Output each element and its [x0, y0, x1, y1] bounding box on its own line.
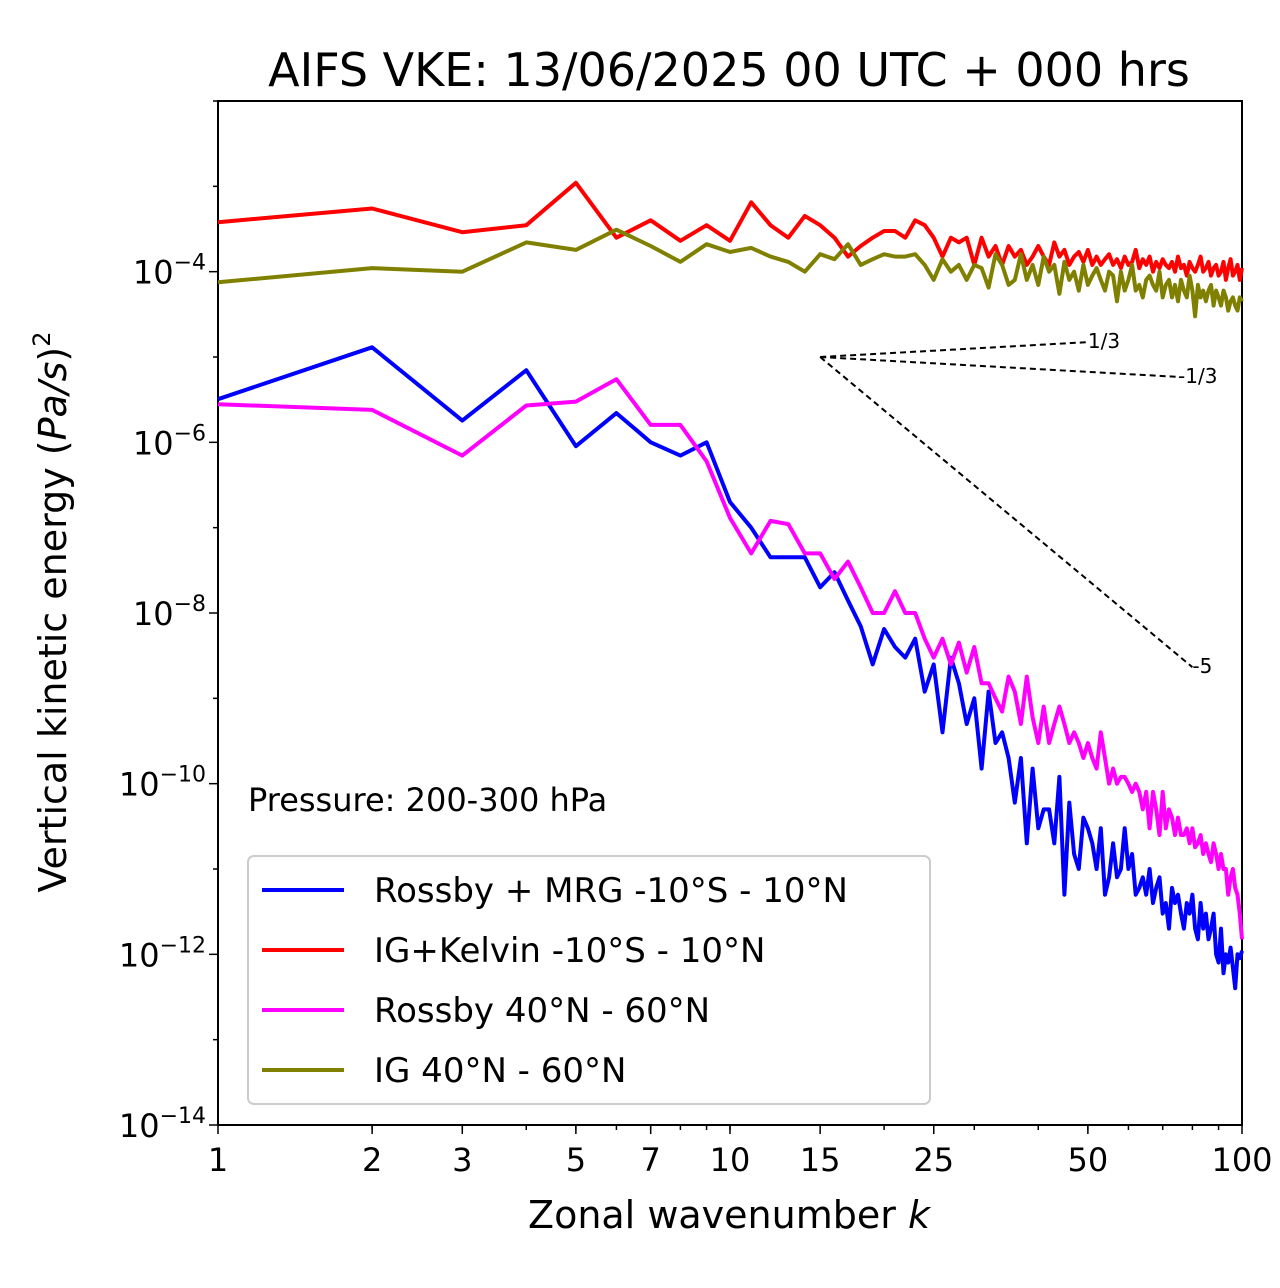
- y-tick-base: 10: [119, 936, 160, 974]
- y-tick-label: 10−14: [119, 1104, 206, 1145]
- y-axis-label: Vertical kinetic energy (Pa/s)2: [28, 331, 75, 892]
- y-tick-label: 10−6: [133, 421, 206, 462]
- plot-area: 1 2 3 5 7 10 15 25 50 100 10−1410−1210−1010−810−6…: [119, 100, 1273, 1179]
- legend-items: Rossby + MRG -10°S - 10°N IG+Kelvin -10°S…: [262, 871, 848, 1091]
- y-tick-exponent: −8: [174, 592, 206, 617]
- legend-label: IG 40°N - 60°N: [374, 1051, 626, 1091]
- y-tick-exponent: −4: [174, 251, 206, 276]
- y-tick-base: 10: [119, 1107, 160, 1145]
- y-tick-label: 10−4: [133, 251, 206, 292]
- series-line: [217, 180, 1244, 282]
- series-line: [217, 345, 1244, 991]
- reference-line: [819, 356, 1194, 668]
- legend-label: IG+Kelvin -10°S - 10°N: [374, 931, 765, 971]
- y-tick-exponent: −14: [160, 1104, 206, 1129]
- x-tick-label: 15: [800, 1141, 841, 1179]
- x-tick-label: 5: [566, 1141, 586, 1179]
- series-line: [217, 377, 1244, 940]
- y-tick-label: 10−10: [119, 763, 206, 804]
- y-tick-exponent: −12: [160, 933, 206, 958]
- reference-line-label: -5: [1192, 654, 1212, 678]
- x-tick-label: 10: [710, 1141, 751, 1179]
- x-tick-label: 2: [362, 1141, 382, 1179]
- reference-line-label: -1/3: [1178, 364, 1217, 388]
- y-tick-base: 10: [133, 424, 174, 462]
- y-tick-label: 10−8: [133, 592, 206, 633]
- legend-frame: [247, 855, 931, 1105]
- x-tick-label: 1: [208, 1141, 228, 1179]
- x-tick-label: 50: [1068, 1141, 1109, 1179]
- chart-title: AIFS VKE: 13/06/2025 00 UTC + 000 hrs: [268, 43, 1190, 97]
- x-tick-label: 25: [913, 1141, 954, 1179]
- y-tick-exponent: −10: [160, 763, 206, 788]
- x-axis-ticks: 1 2 3 5 7 10 15 25 50 100: [208, 1125, 1273, 1179]
- series-line: [217, 227, 1244, 319]
- x-axis-label: Zonal wavenumber k: [528, 1193, 932, 1237]
- legend-label: Rossby + MRG -10°S - 10°N: [374, 871, 848, 911]
- y-tick-label: 10−12: [119, 933, 206, 974]
- y-axis-label-close: ): [31, 347, 75, 362]
- reference-slope-lines: 1/3 -1/3 -5: [819, 329, 1217, 678]
- legend-label: Rossby 40°N - 60°N: [374, 991, 710, 1031]
- x-tick-label: 3: [452, 1141, 472, 1179]
- legend: Rossby + MRG -10°S - 10°N IG+Kelvin -10°S…: [247, 855, 931, 1105]
- x-tick-label: 7: [641, 1141, 661, 1179]
- x-axis-label-variable: k: [908, 1193, 932, 1237]
- y-axis-label-text: Vertical kinetic energy (: [31, 440, 75, 892]
- y-axis-label-exponent: 2: [28, 331, 56, 346]
- y-tick-base: 10: [119, 766, 160, 804]
- y-axis-label-variable: Pa/s: [31, 362, 75, 441]
- reference-line: [820, 341, 1088, 358]
- reference-line: [820, 356, 1179, 378]
- series-lines: [217, 180, 1244, 991]
- x-tick-label: 100: [1211, 1141, 1272, 1179]
- y-tick-base: 10: [133, 595, 174, 633]
- x-axis-label-text: Zonal wavenumber: [528, 1193, 908, 1237]
- reference-line-label: 1/3: [1088, 329, 1120, 353]
- y-tick-exponent: −6: [174, 421, 206, 446]
- y-tick-base: 10: [133, 254, 174, 292]
- pressure-annotation: Pressure: 200-300 hPa: [248, 781, 607, 819]
